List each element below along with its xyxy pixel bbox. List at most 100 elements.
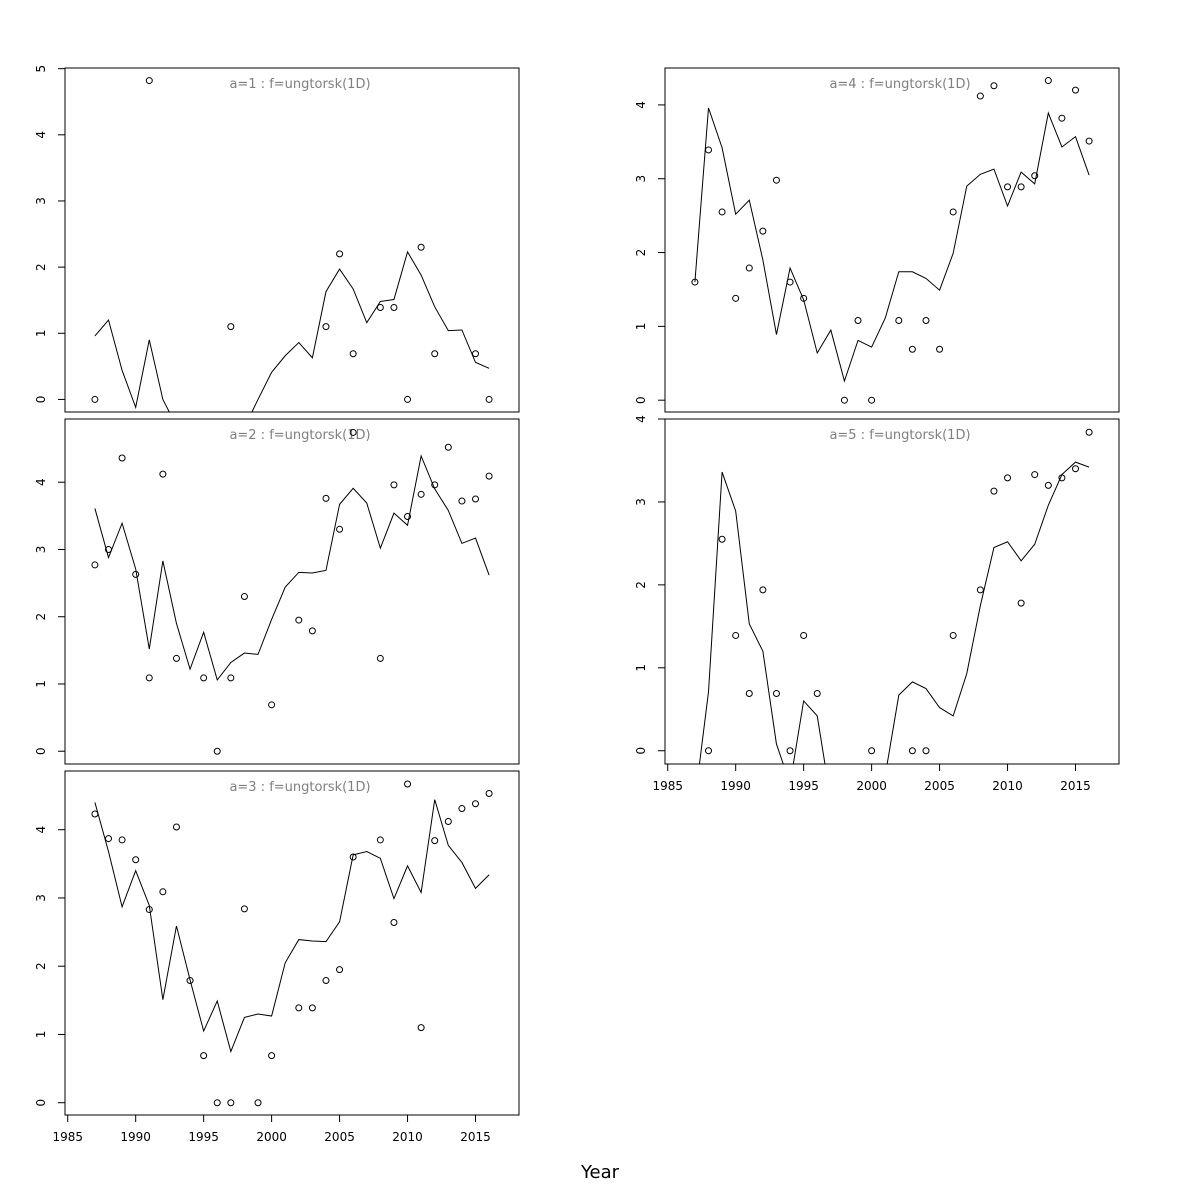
plot-frame [64,67,520,413]
observed-point [431,837,439,845]
observed-point [404,513,412,521]
observed-point [240,593,248,601]
observed-point [1004,183,1012,191]
y-tick-label: 1 [634,323,648,331]
observed-point [1004,474,1012,482]
y-tick-label: 0 [634,747,648,755]
observed-point [322,323,330,331]
y-tick-label: 2 [634,581,648,589]
observed-point [1017,183,1025,191]
observed-point [91,810,99,818]
observed-point [145,77,153,85]
fitted-line [94,799,490,1054]
observed-point [254,1099,262,1107]
observed-point [704,146,712,154]
x-tick-label: 1985 [52,1130,83,1144]
y-tick-label: 0 [34,396,48,404]
plot-area [91,780,493,1107]
y-tick-label: 2 [34,263,48,271]
observed-point [704,747,712,755]
observed-point [458,497,466,505]
observed-point [868,396,876,404]
observed-point [990,487,998,495]
fitted-line [94,454,490,682]
observed-point [840,396,848,404]
observed-point [159,470,167,478]
observed-point [813,690,821,698]
observed-point [718,208,726,216]
y-tick-label: 4 [634,415,648,423]
y-tick-label: 2 [634,249,648,257]
y-tick-label: 1 [34,680,48,688]
y-tick-label: 3 [634,498,648,506]
observed-point [213,747,221,755]
y-tick-label: 4 [34,478,48,486]
plot-area [91,77,493,412]
observed-point [227,323,235,331]
observed-point [349,853,357,861]
observed-point [390,919,398,927]
plot-area [698,428,1093,764]
observed-point [227,1099,235,1107]
x-tick-label: 2015 [1060,779,1091,793]
observed-point [417,490,425,498]
observed-point [295,616,303,624]
observed-point [104,835,112,843]
x-tick-label: 1995 [188,1130,219,1144]
observed-point [1058,114,1066,122]
x-tick-label: 2005 [924,779,955,793]
observed-point [308,627,316,635]
observed-point [91,561,99,569]
y-tick-label: 2 [34,962,48,970]
observed-point [990,82,998,90]
observed-point [472,495,480,503]
observed-point [800,631,808,639]
x-tick-label: 1990 [120,1130,151,1144]
fitted-line [694,107,1090,383]
y-tick-label: 3 [34,197,48,205]
observed-point [118,454,126,462]
observed-point [404,780,412,788]
y-tick-label: 1 [34,1031,48,1039]
observed-point [308,1004,316,1012]
observed-point [417,1024,425,1032]
observed-point [227,674,235,682]
observed-point [336,250,344,258]
plot-area [691,77,1093,404]
panel-title: a=2 : f=ungtorsk(1D) [229,428,370,443]
plot-frame [64,418,520,765]
observed-point [759,227,767,235]
x-tick-label: 2010 [392,1130,423,1144]
observed-point [404,395,412,403]
x-tick-label: 2015 [460,1130,491,1144]
plot-area [91,428,493,755]
observed-point [485,472,493,480]
observed-point [322,494,330,502]
observed-point [485,395,493,403]
observed-point [172,654,180,662]
observed-point [1031,172,1039,180]
observed-point [349,350,357,358]
observed-point [349,428,357,436]
x-tick-label: 1995 [788,779,819,793]
observed-point [159,888,167,896]
observed-point [376,654,384,662]
observed-point [1044,481,1052,489]
x-tick-label: 2000 [256,1130,287,1144]
observed-point [472,350,480,358]
y-tick-label: 5 [34,65,48,73]
observed-point [908,345,916,353]
x-tick-label: 2010 [992,779,1023,793]
observed-point [186,977,194,985]
observed-point [295,1004,303,1012]
observed-point [895,316,903,324]
observed-point [336,966,344,974]
observed-point [1085,137,1093,145]
y-tick-label: 3 [34,894,48,902]
x-tick-label: 2000 [856,779,887,793]
observed-point [772,176,780,184]
fitted-line [94,250,490,412]
y-tick-label: 2 [34,613,48,621]
observed-point [145,674,153,682]
